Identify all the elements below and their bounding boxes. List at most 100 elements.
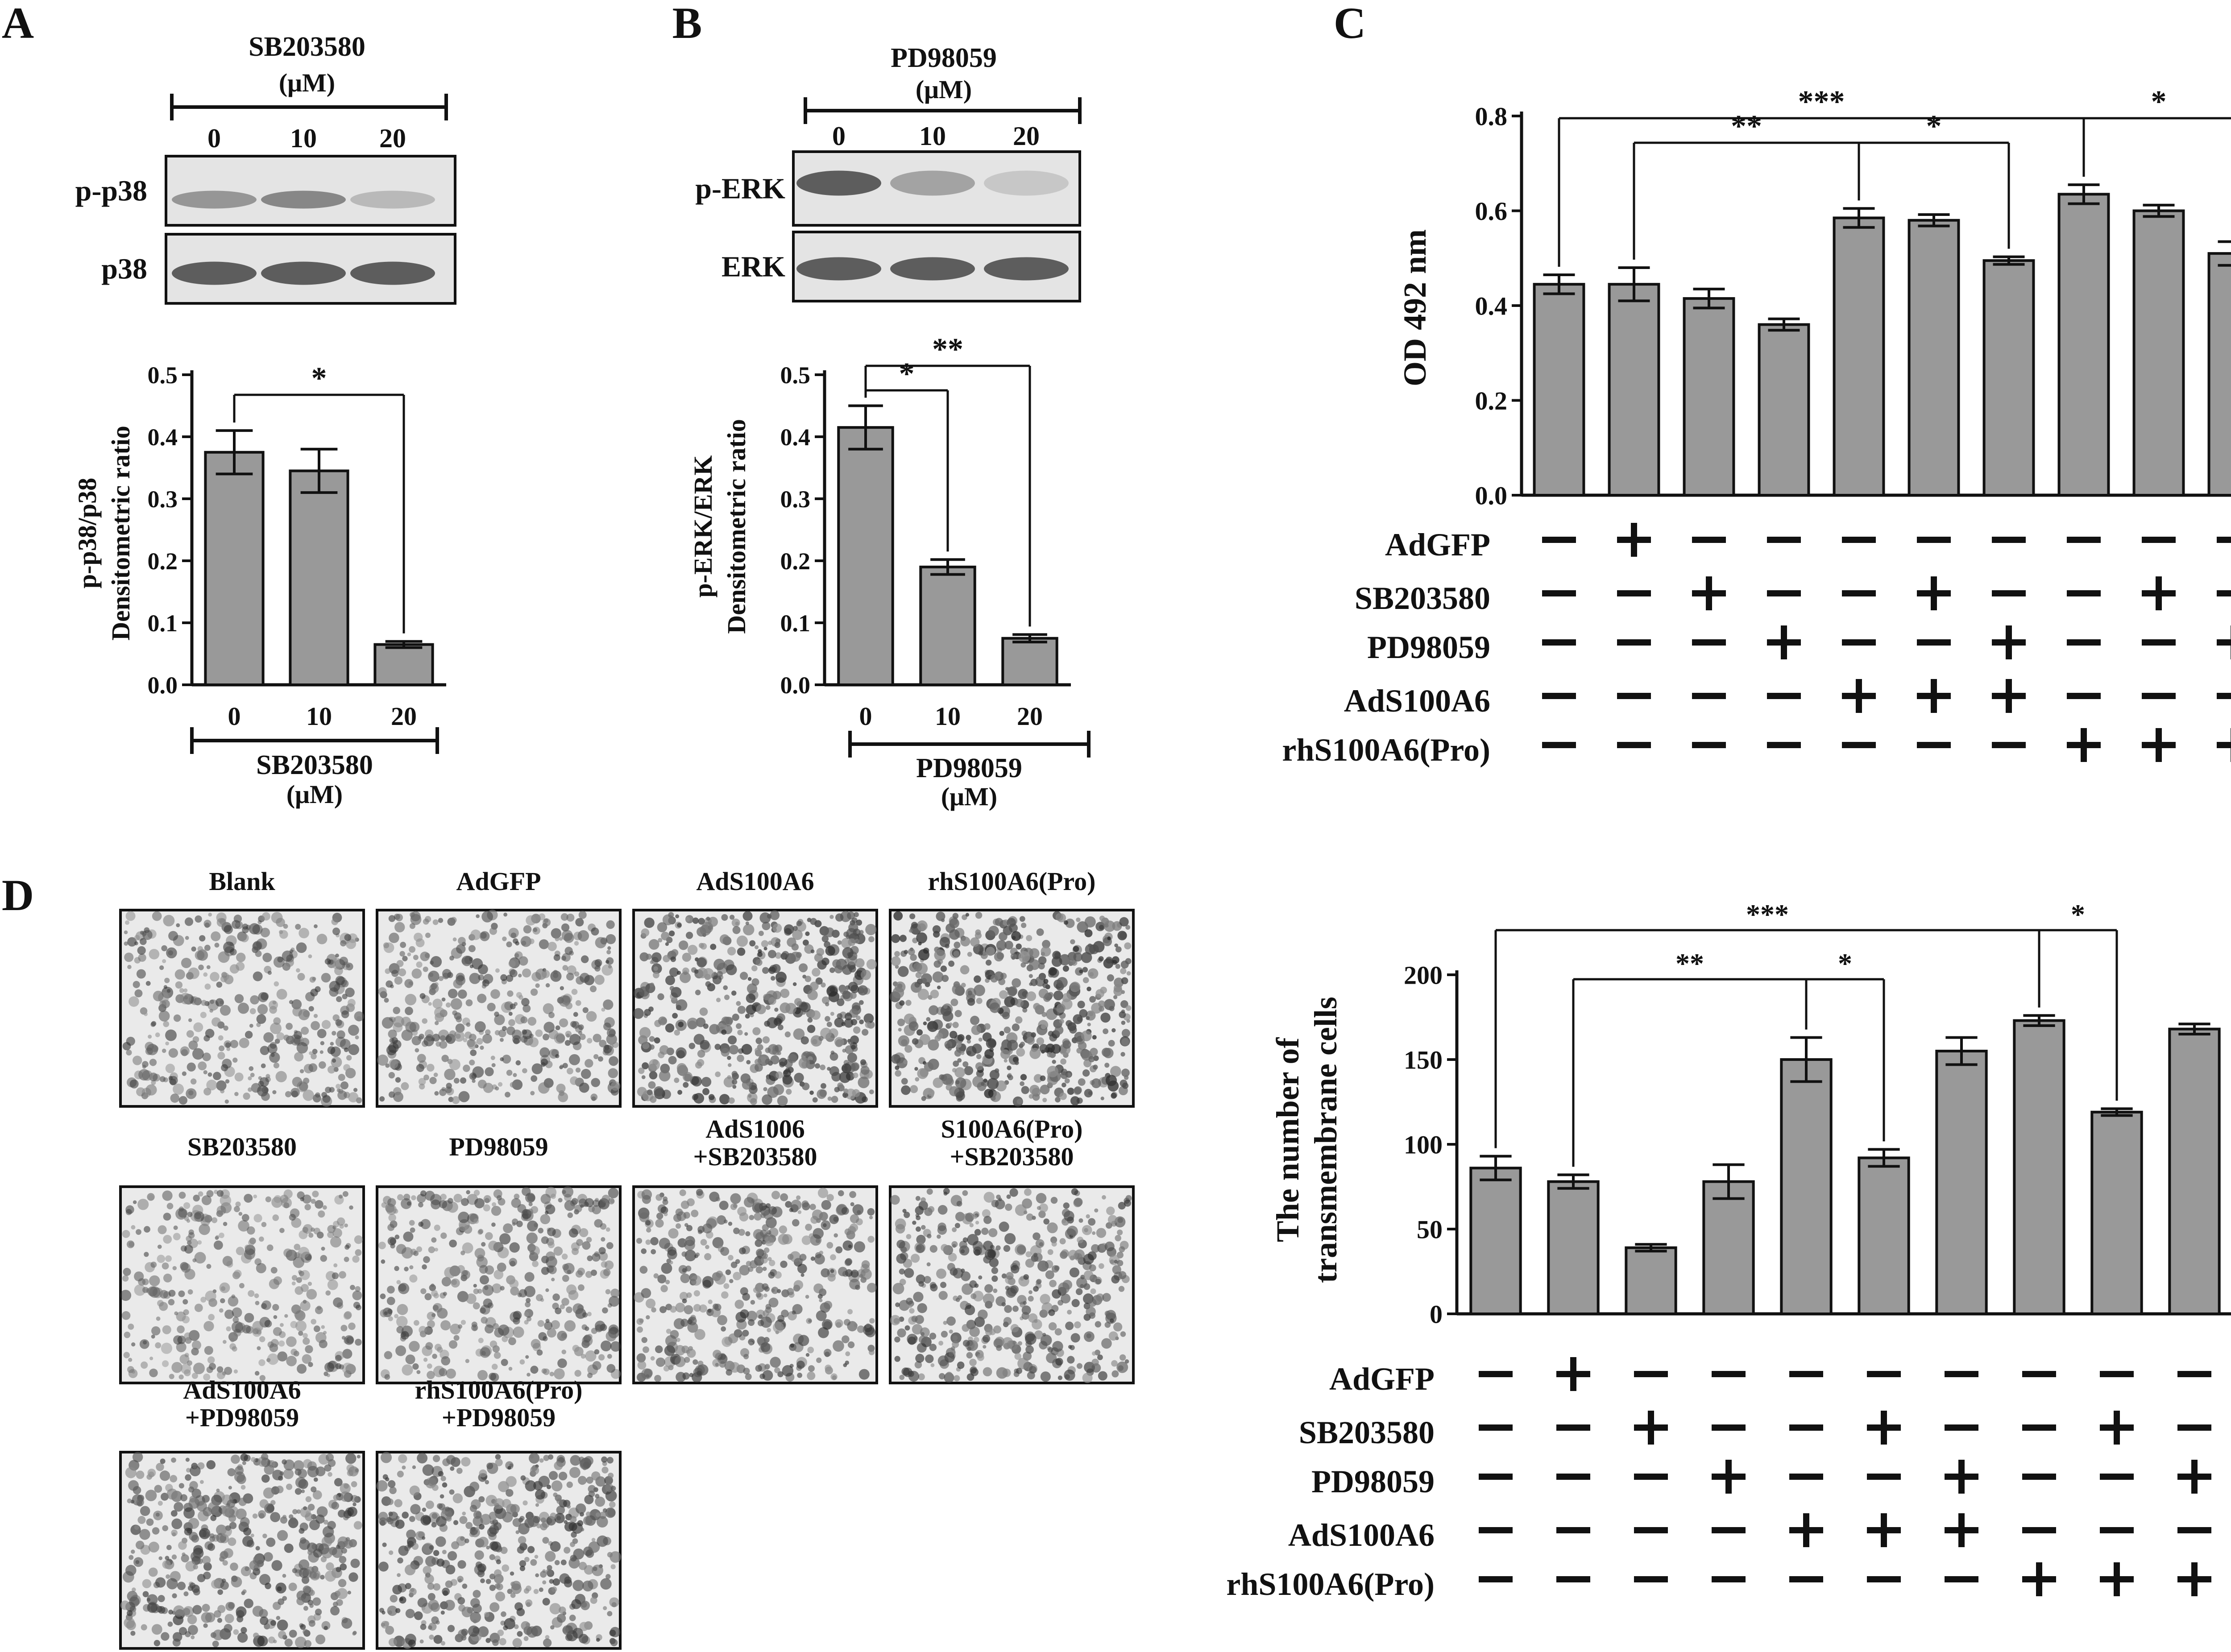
cell-dot [585, 1271, 593, 1278]
cell-dot [250, 1072, 255, 1077]
cell-dot [292, 1568, 298, 1573]
cell-dot [226, 1047, 231, 1051]
cell-dot [952, 1227, 957, 1232]
cell-dot [228, 1486, 232, 1490]
cell-dot [340, 1081, 348, 1089]
cell-dot [821, 935, 829, 943]
cell-dot [308, 1362, 313, 1367]
cell-dot [468, 1625, 480, 1637]
cell-dot [134, 1525, 139, 1530]
cell-dot [276, 989, 287, 1000]
cell-dot [572, 1303, 584, 1314]
cell-dot [499, 1638, 506, 1645]
cell-dot [405, 1006, 413, 1015]
cell-dot [168, 931, 178, 941]
cell-dot [854, 1241, 865, 1253]
cell-dot [340, 1039, 351, 1050]
cell-dot [257, 1635, 268, 1647]
cell-dot [326, 1373, 330, 1377]
cell-dot [470, 929, 481, 940]
cell-dot [271, 912, 283, 923]
cell-dot [440, 1611, 445, 1615]
cell-dot [755, 1292, 762, 1298]
cell-dot [675, 1208, 683, 1216]
cell-dot [422, 1464, 434, 1476]
cell-dot [354, 1235, 363, 1244]
cell-dot [199, 1223, 210, 1235]
cell-dot [930, 990, 939, 998]
cell-dot [224, 1614, 234, 1623]
cell-dot [966, 1352, 973, 1359]
cell-dot [867, 1236, 875, 1243]
cell-dot [852, 1089, 860, 1097]
cell-dot [122, 1275, 129, 1282]
cell-dot [270, 1053, 275, 1057]
cell-dot [733, 1227, 740, 1234]
cell-dot [219, 1308, 224, 1313]
cell-dot [1079, 969, 1083, 973]
cell-dot [315, 1092, 320, 1098]
cell-dot [952, 1244, 956, 1248]
cell-dot [792, 982, 797, 986]
cell-dot [434, 1007, 445, 1018]
cell-dot [203, 1373, 211, 1381]
cell-dot [732, 1085, 737, 1089]
cell-dot [769, 1227, 779, 1237]
cell-dot [199, 1480, 204, 1484]
cell-dot [696, 1017, 706, 1027]
cell-dot [185, 1474, 191, 1481]
cell-dot [415, 1048, 419, 1053]
cell-dot [165, 1064, 175, 1073]
cell-dot [1043, 1218, 1050, 1225]
cell-dot [502, 1026, 507, 1031]
lane-label: 0 [207, 124, 221, 153]
cell-dot [679, 1292, 688, 1300]
cell-dot [704, 1253, 712, 1260]
cell-dot [1048, 1309, 1055, 1316]
cell-dot [395, 1345, 406, 1356]
cell-dot [263, 1487, 274, 1499]
cell-dot [380, 1293, 386, 1300]
cell-dot [188, 1040, 198, 1050]
cell-dot [1070, 939, 1075, 944]
cell-dot [1111, 1275, 1120, 1284]
cell-dot [646, 1315, 650, 1320]
cell-dot [152, 911, 162, 921]
cell-dot [237, 1002, 249, 1014]
cell-dot [1028, 974, 1033, 978]
cell-dot [433, 1550, 440, 1556]
cell-dot [523, 925, 532, 934]
cell-dot [1016, 943, 1022, 950]
cell-dot [331, 918, 339, 925]
cell-dot [166, 1488, 178, 1500]
cell-dot [220, 1550, 228, 1559]
cell-dot [1078, 1078, 1086, 1086]
cell-dot [658, 938, 663, 943]
cell-dot [321, 1621, 331, 1630]
cell-dot [1055, 913, 1063, 921]
cell-dot [551, 1278, 555, 1282]
cell-dot [693, 1093, 705, 1104]
cell-dot [169, 1076, 178, 1085]
cell-dot [1089, 1264, 1096, 1271]
cell-dot [1082, 1373, 1093, 1383]
cell-dot [723, 1219, 728, 1224]
cell-dot [708, 1094, 715, 1100]
cell-dot [819, 1298, 823, 1302]
cell-dot [764, 1236, 774, 1246]
cell-dot [224, 1099, 229, 1104]
cell-dot [381, 1202, 387, 1208]
cell-dot [738, 1229, 745, 1236]
cell-dot [195, 950, 205, 961]
cell-dot [646, 953, 652, 960]
cell-dot [945, 1371, 953, 1379]
cell-dot [750, 1300, 755, 1305]
y-axis-label: The number of [1270, 1037, 1306, 1242]
cell-dot [332, 1228, 342, 1238]
cell-dot [770, 1055, 780, 1064]
cell-dot [653, 966, 658, 971]
bar [1547, 1180, 1600, 1316]
cell-dot [439, 1368, 448, 1377]
cell-dot [758, 1314, 763, 1319]
cell-dot [601, 1237, 605, 1242]
